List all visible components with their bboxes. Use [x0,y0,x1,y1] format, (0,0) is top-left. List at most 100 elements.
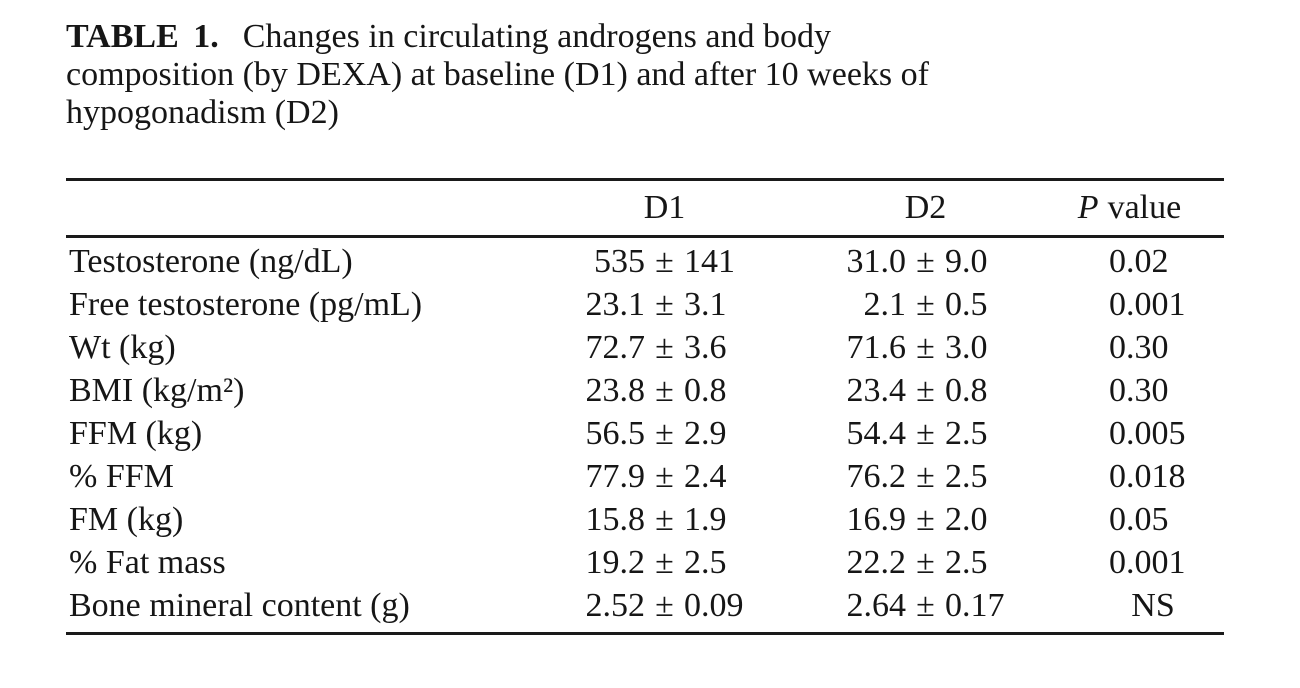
d2-cell: 2.1 ±0.5 [816,283,1035,326]
d1-cell: 72.7 ±3.6 [555,326,774,369]
value-sd: 1.9 [684,501,727,538]
value-sd: 9.0 [945,243,988,280]
plus-minus: ± [655,286,674,323]
table-body: Testosterone (ng/dL) 535 ±141 31.0 ±9.0 0.… [66,238,1224,632]
d2-cell: 31.0 ±9.0 [816,240,1035,283]
d1-cell: 19.2 ±2.5 [555,541,774,584]
table-row: FFM (kg) 56.5 ±2.9 54.4 ±2.5 0.005 [66,412,1224,455]
plus-minus: ± [655,329,674,366]
d1-cell: 15.8 ±1.9 [555,498,774,541]
row-label: Testosterone (ng/dL) [69,243,353,280]
p-value: 0.005 [1109,415,1186,452]
table-rule-mid [66,235,1224,238]
p-cell: 0.30 [1035,369,1224,412]
header-p-italic: P [1077,189,1099,226]
row-label: BMI (kg/m²) [69,372,245,409]
p-cell: 0.005 [1035,412,1224,455]
value-sd: 0.5 [945,286,988,323]
table-caption: TABLE 1. Changes in circulating androgens… [66,18,1300,132]
p-cell: 0.02 [1035,240,1224,283]
value-mean: 23.1 [585,286,646,323]
row-label: % Fat mass [69,544,226,581]
value-mean: 77.9 [585,458,646,495]
d1-cell: 77.9 ±2.4 [555,455,774,498]
p-cell: 0.30 [1035,326,1224,369]
d2-cell: 2.64 ±0.17 [816,584,1035,627]
value-mean: 31.0 [846,243,907,280]
value-mean: 2.52 [585,587,646,624]
value-sd: 0.8 [945,372,988,409]
table-rule-bottom [66,632,1224,635]
plus-minus: ± [655,544,674,581]
p-value: 0.001 [1109,286,1186,323]
value-sd: 3.0 [945,329,988,366]
d2-cell: 54.4 ±2.5 [816,412,1035,455]
value-sd: 2.9 [684,415,727,452]
plus-minus: ± [655,415,674,452]
d2-cell: 71.6 ±3.0 [816,326,1035,369]
value-sd: 2.4 [684,458,727,495]
row-label: FFM (kg) [69,415,203,452]
plus-minus: ± [916,329,935,366]
value-mean: 76.2 [846,458,907,495]
value-mean: 23.4 [846,372,907,409]
table-rule-top [66,178,1224,181]
d1-cell: 2.52 ±0.09 [555,584,774,627]
plus-minus: ± [916,544,935,581]
value-sd: 2.0 [945,501,988,538]
value-sd: 2.5 [945,544,988,581]
p-cell: 0.018 [1035,455,1224,498]
row-label: FM (kg) [69,501,184,538]
header-d1: D1 [643,189,686,226]
p-value: 0.30 [1109,329,1169,366]
p-value: 0.05 [1109,501,1169,538]
plus-minus: ± [916,458,935,495]
value-mean: 535 [594,243,645,280]
plus-minus: ± [655,587,674,624]
table-row: FM (kg) 15.8 ±1.9 16.9 ±2.0 0.05 [66,498,1224,541]
row-label: Wt (kg) [69,329,176,366]
value-sd: 0.8 [684,372,727,409]
value-mean: 54.4 [846,415,907,452]
caption-line-2: composition (by DEXA) at baseline (D1) a… [66,56,929,93]
value-mean: 16.9 [846,501,907,538]
value-sd: 3.1 [684,286,727,323]
page: TABLE 1. Changes in circulating androgens… [66,18,1300,635]
p-cell: NS [1035,584,1224,627]
p-value: 0.001 [1109,544,1186,581]
plus-minus: ± [916,372,935,409]
table-row: Free testosterone (pg/mL) 23.1 ±3.1 2.1 ±0… [66,283,1224,326]
value-mean: 15.8 [585,501,646,538]
plus-minus: ± [655,501,674,538]
plus-minus: ± [916,501,935,538]
plus-minus: ± [916,243,935,280]
value-mean: 72.7 [585,329,646,366]
value-sd: 2.5 [684,544,727,581]
value-sd: 2.5 [945,458,988,495]
table-row: % FFM 77.9 ±2.4 76.2 ±2.5 0.018 [66,455,1224,498]
row-label: % FFM [69,458,174,495]
plus-minus: ± [916,587,935,624]
row-label: Bone mineral content (g) [69,587,410,624]
table-row: Bone mineral content (g) 2.52 ±0.09 2.64 ±… [66,584,1224,627]
d1-cell: 56.5 ±2.9 [555,412,774,455]
plus-minus: ± [655,372,674,409]
d2-cell: 16.9 ±2.0 [816,498,1035,541]
value-mean: 2.1 [863,286,907,323]
plus-minus: ± [916,286,935,323]
plus-minus: ± [916,415,935,452]
table-row: BMI (kg/m²) 23.8 ±0.8 23.4 ±0.8 0.30 [66,369,1224,412]
d1-cell: 23.1 ±3.1 [555,283,774,326]
d2-cell: 23.4 ±0.8 [816,369,1035,412]
value-mean: 71.6 [846,329,907,366]
value-mean: 19.2 [585,544,646,581]
caption-text-1: Changes in circulating androgens and bod… [242,18,831,55]
p-cell: 0.001 [1035,541,1224,584]
value-sd: 2.5 [945,415,988,452]
value-mean: 2.64 [846,587,907,624]
caption-line-1: TABLE 1. Changes in circulating androgens… [66,18,1300,56]
value-sd: 0.17 [945,587,1005,624]
